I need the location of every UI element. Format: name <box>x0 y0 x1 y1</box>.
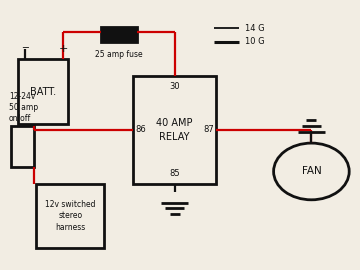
Text: ─: ─ <box>22 43 28 53</box>
Text: 40 AMP
RELAY: 40 AMP RELAY <box>156 118 193 141</box>
Text: 86: 86 <box>135 125 146 134</box>
Bar <box>133 76 216 184</box>
Text: 85: 85 <box>169 169 180 178</box>
Text: +: + <box>58 44 68 54</box>
Text: BATT.: BATT. <box>30 87 56 97</box>
Text: 87: 87 <box>203 125 214 134</box>
Bar <box>11 126 34 167</box>
Bar <box>101 27 137 42</box>
Text: FAN: FAN <box>302 166 321 177</box>
Text: 25 amp fuse: 25 amp fuse <box>95 50 143 59</box>
Bar <box>18 59 68 124</box>
Bar <box>36 184 104 248</box>
Text: 10 G: 10 G <box>245 37 265 46</box>
Text: 12v switched
stereo
harness: 12v switched stereo harness <box>45 200 95 232</box>
Text: 30: 30 <box>169 82 180 91</box>
Text: 12-24v
50 amp
on/off: 12-24v 50 amp on/off <box>9 92 38 123</box>
Text: 14 G: 14 G <box>245 24 265 33</box>
